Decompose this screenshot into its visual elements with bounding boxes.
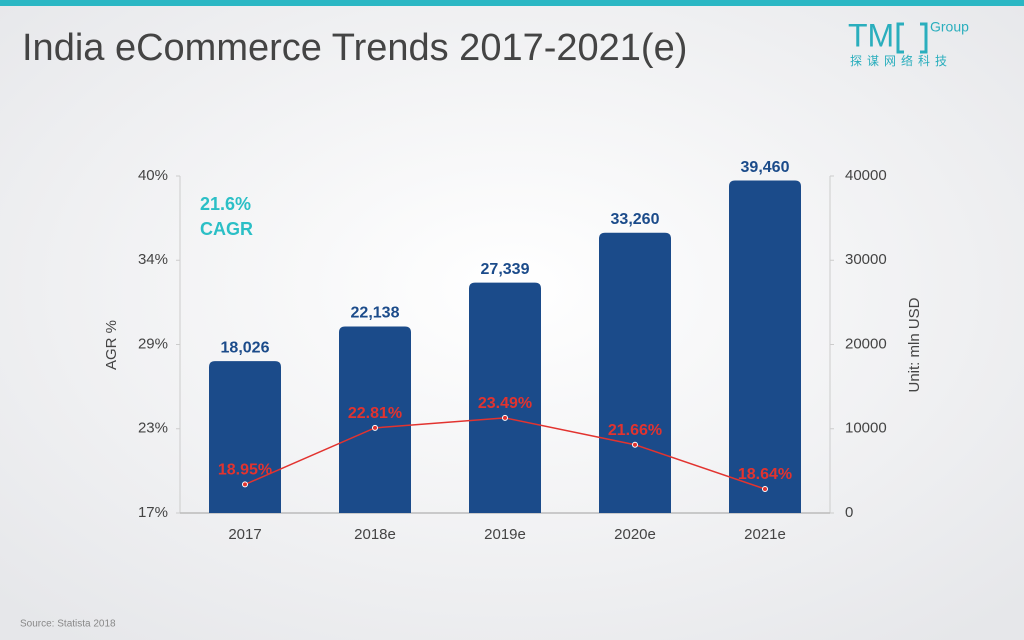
point-value-label: 22.81%	[348, 405, 402, 422]
y-tick-label: 40%	[138, 167, 168, 184]
bar-value-label: 33,260	[611, 211, 660, 228]
chart-title: India eCommerce Trends 2017-2021(e)	[22, 27, 687, 69]
x-tick-label: 2020e	[614, 526, 656, 543]
source: Source: Statista 2018	[20, 619, 116, 630]
point-value-label: 18.64%	[738, 466, 792, 483]
bar	[209, 361, 281, 513]
bar	[339, 326, 411, 513]
bar-value-label: 22,138	[351, 305, 400, 322]
logo-subtitle: 探谋网络科技	[850, 53, 952, 68]
point	[502, 414, 508, 421]
y-tick-label: 29%	[138, 335, 168, 352]
x-tick-label: 2017	[228, 526, 261, 543]
bar	[469, 282, 541, 513]
point	[372, 424, 378, 431]
x-tick-label: 2021e	[744, 526, 786, 543]
y2-tick-label: 20000	[845, 335, 887, 352]
x-tick-label: 2018e	[354, 526, 396, 543]
y-axis-label: AGR %	[103, 320, 120, 370]
y2-tick-label: 40000	[845, 167, 887, 184]
x-tick-label: 2019e	[484, 526, 526, 543]
bar-value-label: 39,460	[741, 159, 790, 176]
top-strip	[0, 0, 1024, 6]
bar-value-label: 18,026	[221, 339, 270, 356]
annotation: 21.6%	[200, 194, 251, 214]
bar	[599, 232, 671, 514]
y-tick-label: 17%	[138, 504, 168, 521]
y-tick-label: 23%	[138, 420, 168, 437]
logo-brackets	[896, 22, 928, 54]
logo: TM Group 探谋网络科技	[848, 17, 969, 68]
annotation: CAGR	[200, 219, 253, 239]
point-value-label: 18.95%	[218, 462, 272, 479]
point	[632, 441, 638, 448]
logo-group: Group	[930, 19, 969, 35]
point	[762, 485, 768, 492]
y-tick-label: 34%	[138, 251, 168, 268]
bar	[729, 180, 801, 513]
point-value-label: 21.66%	[608, 422, 662, 439]
y2-tick-label: 30000	[845, 251, 887, 268]
logo-mark: TM	[848, 17, 894, 53]
point-value-label: 23.49%	[478, 395, 532, 412]
bar-value-label: 27,339	[481, 261, 530, 278]
y2-axis-label: Unit: mln USD	[906, 297, 923, 392]
y2-tick-label: 10000	[845, 420, 887, 437]
point	[242, 481, 248, 488]
y2-tick-label: 0	[845, 504, 853, 521]
